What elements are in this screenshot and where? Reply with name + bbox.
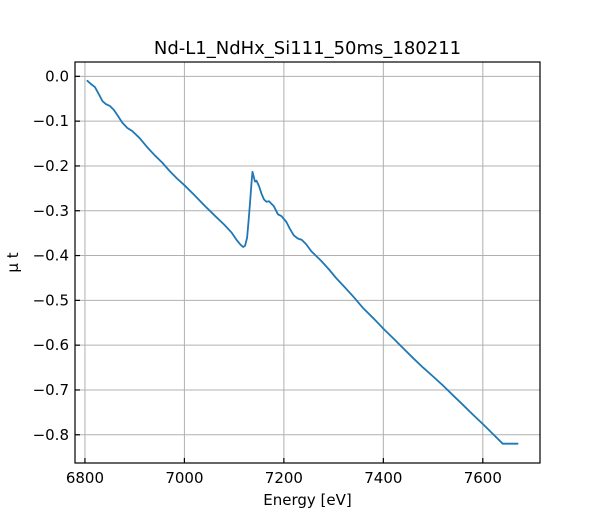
grid-layer bbox=[75, 62, 540, 463]
plot-frame bbox=[74, 61, 541, 464]
y-tick-label: −0.1 bbox=[33, 112, 69, 130]
series-layer bbox=[86, 79, 519, 445]
y-tick-label: −0.4 bbox=[33, 247, 69, 265]
x-tick-label: 7200 bbox=[265, 469, 303, 487]
y-tick-label: −0.3 bbox=[33, 202, 69, 220]
y-tick-label: −0.5 bbox=[33, 291, 69, 309]
y-axis-label: μ t bbox=[4, 252, 22, 272]
y-tick-label: 0.0 bbox=[45, 67, 69, 85]
y-tick-label: −0.7 bbox=[33, 381, 69, 399]
chart-title: Nd-L1_NdHx_Si111_50ms_180211 bbox=[154, 38, 461, 59]
tick-layer: 6800 7000 7200 7400 7600 0.0 −0.1 −0.2 −0.3 −0.4 −… bbox=[33, 67, 502, 487]
y-tick-label: −0.2 bbox=[33, 157, 69, 175]
x-tick-label: 7000 bbox=[165, 469, 203, 487]
x-tick-label: 7600 bbox=[464, 469, 502, 487]
x-tick-label: 6800 bbox=[66, 469, 104, 487]
x-axis-label: Energy [eV] bbox=[263, 491, 351, 509]
x-tick-label: 7400 bbox=[364, 469, 402, 487]
series-line bbox=[86, 79, 519, 445]
y-tick-label: −0.6 bbox=[33, 336, 69, 354]
y-tick-label: −0.8 bbox=[33, 426, 69, 444]
